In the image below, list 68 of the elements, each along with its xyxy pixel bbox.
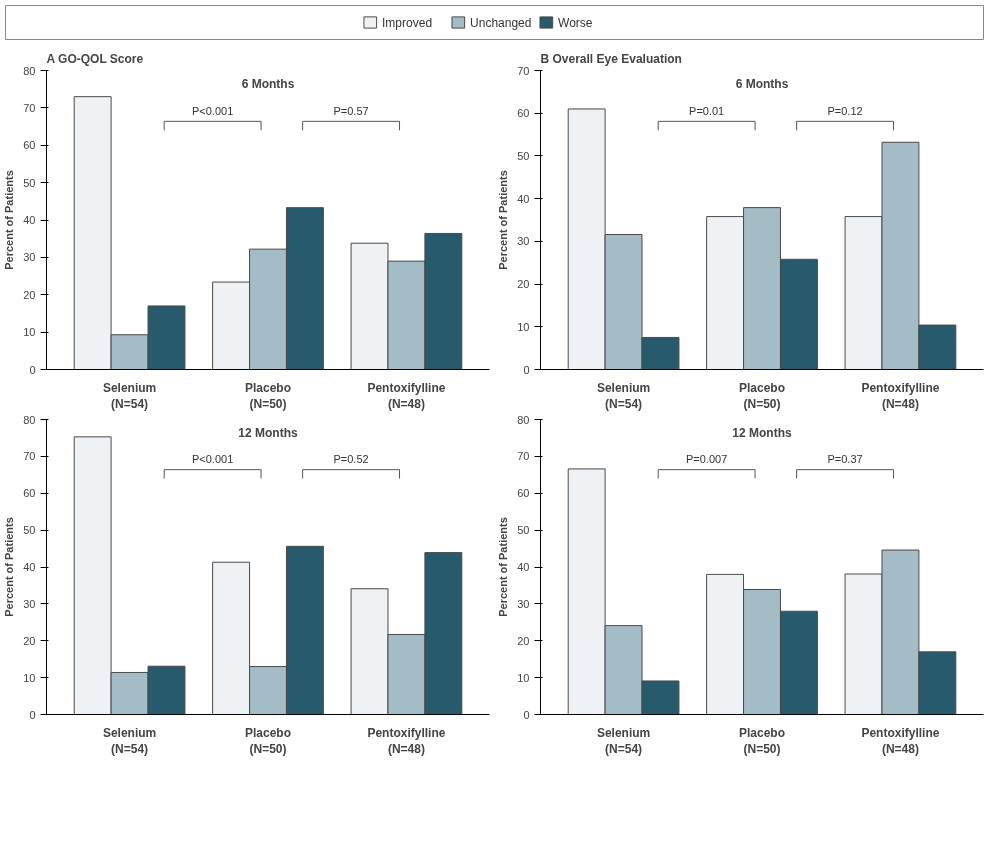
y-tick-label: 40 xyxy=(517,192,530,205)
y-tick-label: 10 xyxy=(23,326,36,339)
x-tick-label: Placebo (N=50) xyxy=(738,380,786,412)
y-tick-label: 70 xyxy=(517,450,530,463)
y-tick-label: 80 xyxy=(23,64,36,77)
y-tick-label: 70 xyxy=(517,64,530,77)
legend-label: Worse xyxy=(558,15,593,30)
y-tick-label: 80 xyxy=(23,413,36,426)
y-tick-label: 20 xyxy=(517,634,530,647)
annotation: P=0.37 xyxy=(827,453,863,466)
legend-label: Unchanged xyxy=(470,15,532,30)
x-tick-label: Pentoxifylline (N=48) xyxy=(367,380,446,412)
x-tick-label: Placebo (N=50) xyxy=(738,725,786,757)
y-tick-label: 10 xyxy=(517,671,530,684)
y-tick-label: 60 xyxy=(517,107,530,120)
y-axis-title: Percent of Patients xyxy=(497,517,510,617)
x-tick-label: Selenium (N=54) xyxy=(596,380,651,412)
annotation: P=0.12 xyxy=(827,104,863,117)
y-tick-label: 0 xyxy=(523,363,530,376)
y-tick-label: 20 xyxy=(23,288,36,301)
y-tick-label: 50 xyxy=(23,176,36,189)
y-tick-label: 60 xyxy=(23,487,36,500)
y-tick-label: 0 xyxy=(29,708,36,721)
x-tick-label: Pentoxifylline (N=48) xyxy=(861,380,940,412)
y-axis-title: Percent of Patients xyxy=(497,170,510,270)
y-tick-label: 40 xyxy=(517,561,530,573)
y-tick-label: 60 xyxy=(517,487,530,500)
annotation: P=0.01 xyxy=(689,104,725,117)
y-axis-title: Percent of Patients xyxy=(3,517,16,617)
x-tick-label: Selenium (N=54) xyxy=(596,725,651,757)
y-tick-label: 50 xyxy=(23,524,36,537)
y-tick-label: 30 xyxy=(23,597,36,610)
x-tick-label: Selenium (N=54) xyxy=(102,380,157,412)
text: 12 Months xyxy=(732,426,792,441)
y-tick-label: 50 xyxy=(517,524,530,537)
y-tick-label: 30 xyxy=(517,597,530,610)
y-tick-label: 20 xyxy=(517,278,530,291)
y-tick-label: 80 xyxy=(517,413,530,426)
y-tick-label: 30 xyxy=(517,235,530,248)
y-tick-label: 0 xyxy=(29,363,36,376)
annotation: P=0.52 xyxy=(333,453,369,466)
x-tick-label: Selenium (N=54) xyxy=(102,725,157,757)
y-tick-label: 40 xyxy=(23,561,36,573)
text: 6 Months xyxy=(241,77,295,92)
annotation: P<0.001 xyxy=(191,104,234,117)
y-tick-label: 50 xyxy=(517,149,530,162)
chart-title: A GO-QOL Score xyxy=(46,51,144,66)
x-tick-label: Pentoxifylline (N=48) xyxy=(861,725,940,757)
x-tick-label: Pentoxifylline (N=48) xyxy=(367,725,446,757)
legend-label: Improved xyxy=(382,15,433,30)
text: 12 Months xyxy=(238,426,298,441)
y-tick-label: 60 xyxy=(23,139,36,152)
y-tick-label: 0 xyxy=(523,708,530,721)
x-tick-label: Placebo (N=50) xyxy=(244,380,292,412)
annotation: P=0.57 xyxy=(333,104,369,117)
y-tick-label: 70 xyxy=(23,101,36,114)
y-tick-label: 10 xyxy=(23,671,36,684)
x-tick-label: Placebo (N=50) xyxy=(244,725,292,757)
y-tick-label: 70 xyxy=(23,450,36,463)
y-tick-label: 10 xyxy=(517,320,530,333)
text: 6 Months xyxy=(735,77,789,92)
annotation: P<0.001 xyxy=(191,453,234,466)
y-tick-label: 40 xyxy=(23,214,36,226)
chart-title: B Overall Eye Evaluation xyxy=(540,51,682,66)
y-tick-label: 30 xyxy=(23,251,36,264)
y-tick-label: 20 xyxy=(23,634,36,647)
y-axis-title: Percent of Patients xyxy=(3,170,16,270)
annotation: P=0.007 xyxy=(685,453,728,466)
